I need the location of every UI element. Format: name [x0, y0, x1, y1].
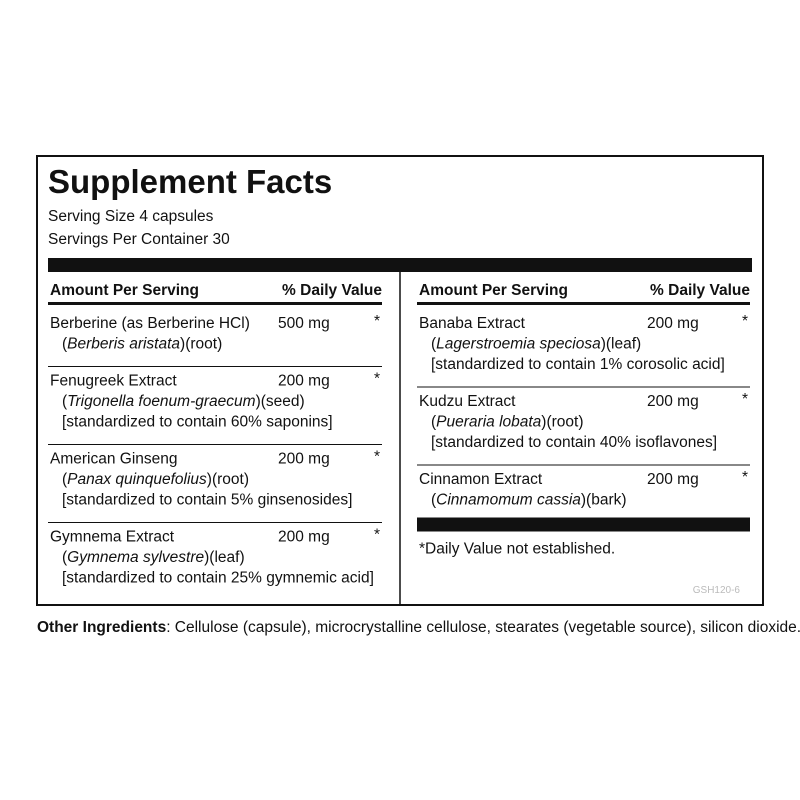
- thick-bar: [48, 258, 752, 272]
- column-header-daily-value: % Daily Value: [282, 282, 382, 299]
- footnote: *Daily Value not established.: [419, 541, 615, 558]
- source-latin: Berberis aristata: [67, 336, 180, 353]
- ingredient-daily-value: *: [374, 527, 380, 544]
- ingredient-amount: 200 mg: [647, 471, 699, 488]
- source-part: )(seed): [256, 393, 305, 410]
- column-header-amount: Amount Per Serving: [419, 282, 568, 299]
- source-part: )(leaf): [601, 336, 641, 353]
- other-ingredients-text: : Cellulose (capsule), microcrystalline …: [166, 619, 800, 636]
- source-part: )(leaf): [204, 549, 244, 566]
- title: Supplement Facts: [48, 163, 332, 200]
- ingredient-standardization: [standardized to contain 5% ginsenosides…: [62, 492, 352, 509]
- source-open: (: [431, 492, 437, 509]
- ingredient-name: Fenugreek Extract: [50, 373, 177, 390]
- ingredient-name: Berberine (as Berberine HCl): [50, 315, 250, 332]
- ingredient-source: (Berberis aristata)(root): [62, 336, 222, 353]
- source-latin: Pueraria lobata: [436, 414, 542, 431]
- column-header-daily-value: % Daily Value: [650, 282, 750, 299]
- source-open: (: [62, 393, 68, 410]
- ingredient-name: Kudzu Extract: [419, 393, 516, 410]
- ingredient-daily-value: *: [742, 313, 748, 330]
- other-ingredients: Other Ingredients: Cellulose (capsule), …: [37, 619, 800, 636]
- source-open: (: [431, 414, 437, 431]
- ingredient-standardization: [standardized to contain 40% isoflavones…: [431, 434, 717, 451]
- ingredient-source: (Gymnema sylvestre)(leaf): [62, 549, 245, 566]
- ingredient-amount: 200 mg: [647, 315, 699, 332]
- other-ingredients-label: Other Ingredients: [37, 619, 166, 636]
- ingredient-source: (Lagerstroemia speciosa)(leaf): [431, 336, 641, 353]
- source-open: (: [62, 471, 68, 488]
- ingredient-source: (Panax quinquefolius)(root): [62, 471, 249, 488]
- source-open: (: [431, 336, 437, 353]
- ingredient-name: Banaba Extract: [419, 315, 526, 332]
- ingredient-daily-value: *: [374, 313, 380, 330]
- source-latin: Trigonella foenum-graecum: [67, 393, 255, 410]
- source-latin: Panax quinquefolius: [67, 471, 207, 488]
- ingredient-amount: 500 mg: [278, 315, 330, 332]
- header-rule: [417, 302, 750, 305]
- ingredient-amount: 200 mg: [278, 529, 330, 546]
- ingredient-amount: 200 mg: [647, 393, 699, 410]
- ingredient-standardization: [standardized to contain 60% saponins]: [62, 414, 333, 431]
- ingredient-standardization: [standardized to contain 1% corosolic ac…: [431, 356, 725, 373]
- source-part: )(root): [541, 414, 583, 431]
- ingredient-daily-value: *: [374, 449, 380, 466]
- ingredient-standardization: [standardized to contain 25% gymnemic ac…: [62, 570, 374, 587]
- servings-per-container: Servings Per Container 30: [48, 231, 230, 248]
- header-rule: [48, 302, 382, 305]
- source-latin: Lagerstroemia speciosa: [436, 336, 601, 353]
- ingredient-amount: 200 mg: [278, 451, 330, 468]
- source-latin: Gymnema sylvestre: [67, 549, 204, 566]
- label-code: GSH120-6: [693, 585, 741, 596]
- ingredient-source: (Pueraria lobata)(root): [431, 414, 584, 431]
- source-open: (: [62, 336, 68, 353]
- source-part: )(bark): [581, 492, 627, 509]
- source-part: )(root): [180, 336, 222, 353]
- ingredient-daily-value: *: [742, 469, 748, 486]
- ingredient-name: American Ginseng: [50, 451, 178, 468]
- source-open: (: [62, 549, 68, 566]
- source-latin: Cinnamomum cassia: [436, 492, 581, 509]
- footnote-bar: [417, 517, 750, 532]
- ingredient-name: Cinnamon Extract: [419, 471, 543, 488]
- ingredient-source: (Trigonella foenum-graecum)(seed): [62, 393, 305, 410]
- serving-size: Serving Size 4 capsules: [48, 208, 214, 225]
- ingredient-name: Gymnema Extract: [50, 529, 175, 546]
- column-header-amount: Amount Per Serving: [50, 282, 199, 299]
- ingredient-daily-value: *: [742, 391, 748, 408]
- ingredient-source: (Cinnamomum cassia)(bark): [431, 492, 627, 509]
- ingredient-daily-value: *: [374, 371, 380, 388]
- source-part: )(root): [207, 471, 249, 488]
- ingredient-amount: 200 mg: [278, 373, 330, 390]
